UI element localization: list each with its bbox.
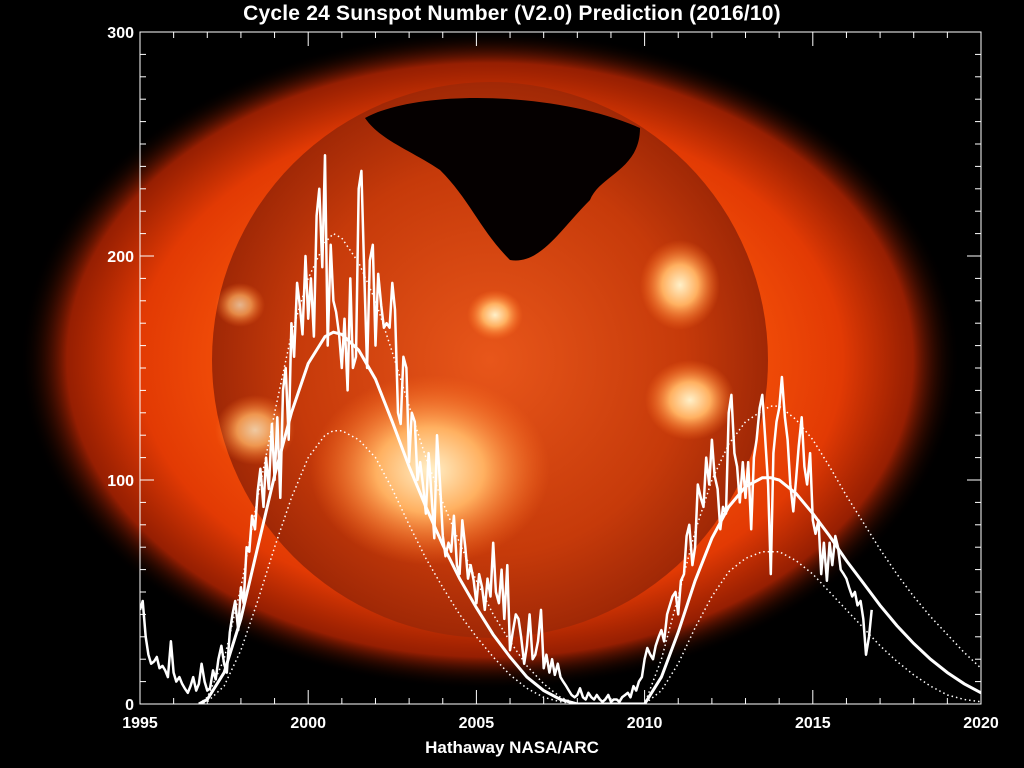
chart-title: Cycle 24 Sunspot Number (V2.0) Predictio…	[243, 2, 781, 25]
y-tick-label: 300	[107, 25, 134, 42]
x-tick-label: 2010	[627, 715, 663, 732]
x-tick-label: 2000	[290, 715, 326, 732]
tick-labels: 0 100 200 300 1995 2000 2005 2010 2015 2020	[107, 25, 999, 732]
x-tick-label: 2015	[795, 715, 831, 732]
y-tick-label: 0	[125, 697, 134, 714]
chart-credit: Hathaway NASA/ARC	[425, 738, 599, 757]
x-tick-label: 2005	[459, 715, 495, 732]
x-tick-label: 2020	[963, 715, 999, 732]
x-tick-label: 1995	[122, 715, 158, 732]
monthly-sunspot-line	[140, 153, 873, 704]
y-tick-label: 100	[107, 473, 134, 490]
series-group	[140, 153, 981, 704]
y-tick-label: 200	[107, 249, 134, 266]
